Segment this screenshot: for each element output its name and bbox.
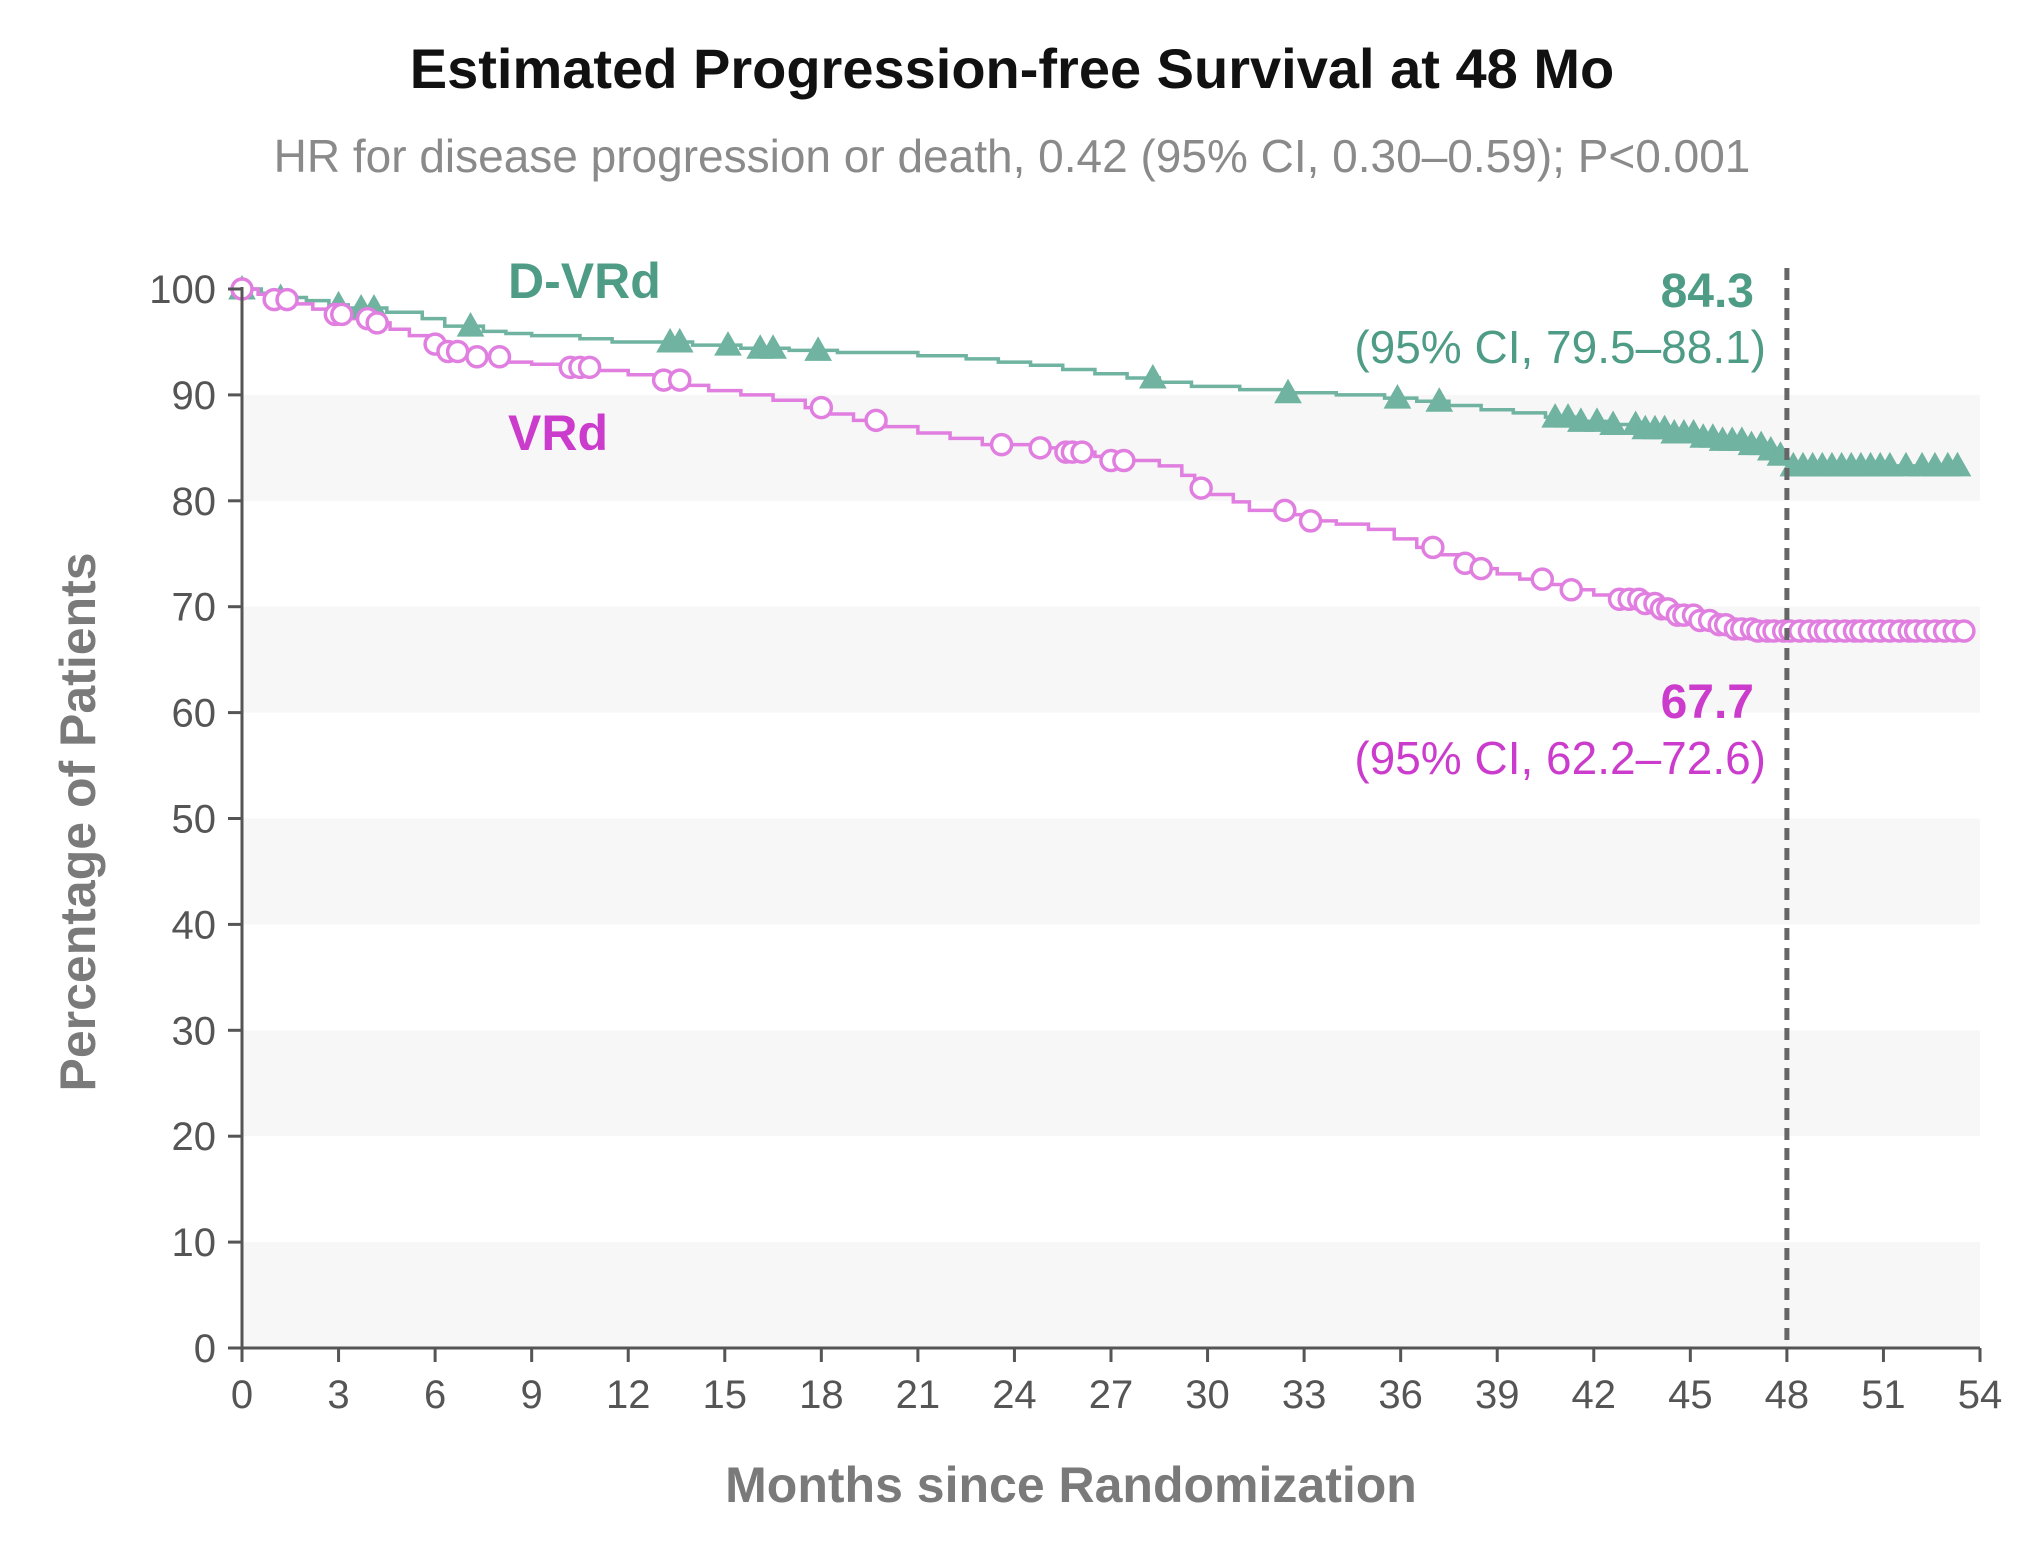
censor-marker-circle <box>1070 440 1094 464</box>
y-tick-label: 30 <box>172 1009 217 1053</box>
x-tick-label: 6 <box>424 1373 446 1417</box>
censor-marker-triangle <box>1274 378 1302 404</box>
x-tick-labels: 0 3 6 9 12 15 18 21 24 27 30 33 36 39 42 45 48 51 54 <box>231 1373 2002 1417</box>
x-tick-label: 15 <box>703 1373 748 1417</box>
censor-marker-triangle <box>665 327 694 353</box>
x-tick-label: 51 <box>1861 1373 1906 1417</box>
censor-marker-circle <box>989 432 1014 457</box>
y-tick-label: 70 <box>172 586 217 630</box>
censor-marker-triangle <box>1599 410 1627 436</box>
censor-marker-triangle <box>456 312 485 337</box>
y-axis-label: Percentage of Patients <box>50 552 106 1091</box>
y-tick-label: 90 <box>172 374 217 418</box>
annotation-vrd-ci: (95% CI, 62.2–72.6) <box>1354 732 1766 784</box>
annotation-dvrd-estimate: 84.3 <box>1661 265 1754 318</box>
y-tick-label: 0 <box>194 1327 216 1371</box>
series-label-dvrd: D-VRd <box>508 253 661 309</box>
grid-band <box>242 394 1980 501</box>
x-tick-label: 18 <box>799 1373 844 1417</box>
censor-marker-circle <box>365 311 389 335</box>
x-tick-label: 48 <box>1765 1373 1810 1417</box>
y-tick-label: 80 <box>172 480 217 524</box>
y-tick-label: 10 <box>172 1221 217 1265</box>
annotation-vrd-estimate: 67.7 <box>1661 676 1754 729</box>
censor-markers <box>228 274 1976 643</box>
x-tick-label: 36 <box>1378 1373 1423 1417</box>
chart-title: Estimated Progression-free Survival at 4… <box>410 37 1614 100</box>
x-tick-label: 30 <box>1185 1373 1230 1417</box>
y-tick-label: 40 <box>172 903 217 947</box>
x-tick-label: 39 <box>1475 1373 1520 1417</box>
censor-marker-circle <box>1112 448 1136 473</box>
x-axis-label: Months since Randomization <box>725 1457 1417 1513</box>
x-tick-label: 0 <box>231 1373 253 1417</box>
censor-marker-circle <box>1298 509 1323 533</box>
censor-marker-triangle <box>1425 387 1454 412</box>
censor-marker-circle <box>1421 535 1445 560</box>
chart-subtitle: HR for disease progression or death, 0.4… <box>274 130 1751 182</box>
x-tick-label: 24 <box>992 1373 1037 1417</box>
censor-marker-circle <box>465 345 489 369</box>
grid-bands <box>242 394 1980 1348</box>
censor-marker-circle <box>330 302 354 327</box>
x-tick-label: 27 <box>1089 1373 1134 1417</box>
censor-marker-circle <box>1028 436 1052 460</box>
censor-marker-circle <box>445 339 470 364</box>
censor-marker-triangle <box>1943 451 1972 477</box>
censor-marker-circle <box>1952 619 1976 643</box>
x-tick-label: 21 <box>896 1373 941 1417</box>
censor-marker-circle <box>1469 556 1493 581</box>
censor-marker-circle <box>1559 578 1583 602</box>
censor-marker-circle <box>1530 567 1555 591</box>
x-tick-label: 33 <box>1282 1373 1327 1417</box>
censor-marker-circle <box>487 345 512 369</box>
x-tick-label: 45 <box>1668 1373 1713 1417</box>
annotation-dvrd-ci: (95% CI, 79.5–88.1) <box>1354 321 1766 373</box>
censor-marker-circle <box>577 355 602 380</box>
y-tick-label: 60 <box>172 692 217 736</box>
x-tick-label: 12 <box>606 1373 651 1417</box>
grid-band <box>242 818 1980 925</box>
censor-marker-triangle <box>714 331 742 356</box>
censor-marker-circle <box>1189 476 1213 500</box>
y-tick-labels: 0 10 20 30 40 50 60 70 80 90 100 <box>149 268 216 1371</box>
x-tick-label: 54 <box>1958 1373 2003 1417</box>
y-tick-label: 50 <box>172 798 217 842</box>
censor-marker-circle <box>1273 498 1297 523</box>
censor-marker-triangle <box>804 336 832 361</box>
grid-band <box>242 1242 1980 1348</box>
y-tick-label: 100 <box>149 268 216 312</box>
grid-band <box>242 1030 1980 1137</box>
censor-marker-triangle <box>759 334 787 359</box>
censor-marker-triangle <box>1383 384 1412 409</box>
x-tick-label: 3 <box>327 1373 349 1417</box>
y-tick-label: 20 <box>172 1115 217 1159</box>
x-tick-label: 42 <box>1572 1373 1617 1417</box>
x-tick-label: 9 <box>521 1373 543 1417</box>
censor-marker-triangle <box>1138 363 1167 389</box>
series-label-vrd: VRd <box>508 405 608 461</box>
censor-marker-circle <box>864 408 888 433</box>
censor-marker-triangle <box>1583 407 1611 432</box>
censor-marker-circle <box>275 287 299 312</box>
axes <box>228 287 1982 1362</box>
censor-marker-circle <box>667 368 692 392</box>
censor-marker-circle <box>809 395 834 420</box>
